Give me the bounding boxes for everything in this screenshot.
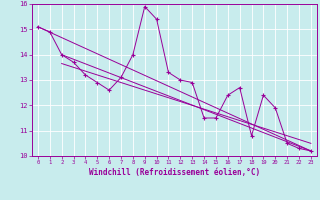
X-axis label: Windchill (Refroidissement éolien,°C): Windchill (Refroidissement éolien,°C) [89, 168, 260, 177]
